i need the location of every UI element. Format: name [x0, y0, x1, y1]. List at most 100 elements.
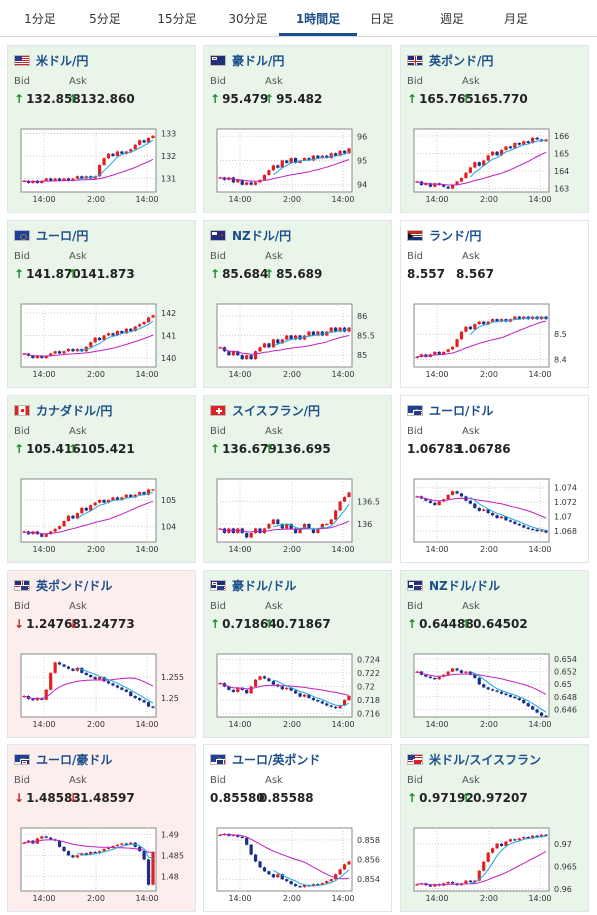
rate-card[interactable]: ユーロ/円 Bid Ask ↑ 141.870 ↑ 141.873 14:00 2:00 14:0…: [7, 220, 196, 388]
x-tick-label: 14:00: [135, 894, 158, 903]
mini-chart[interactable]: 14:00 2:00 14:00 1.49 1.485 1.48: [16, 825, 189, 909]
ask-label: Ask: [462, 76, 480, 87]
x-tick-label: 14:00: [228, 720, 251, 729]
rate-card[interactable]: ランド/円 Bid Ask 8.557 8.567 14:00 2:00 14:00 8.5 8.…: [400, 220, 589, 388]
plot-area: [20, 827, 157, 892]
pair-name[interactable]: NZドル/ドル: [429, 578, 501, 593]
rate-card[interactable]: 豪ドル/円 Bid Ask ↑ 95.479 ↑ 95.482 14:00 2:00 14:00 9…: [203, 45, 392, 213]
pair-header[interactable]: 豪ドル/円: [210, 52, 284, 68]
rate-card[interactable]: 英ポンド/円 Bid Ask ↑ 165.765 ↑ 165.770 14:00 2:00 14:…: [400, 45, 589, 213]
tab-7[interactable]: 週足: [439, 12, 464, 26]
pair-name[interactable]: ランド/円: [429, 228, 482, 243]
rate-card[interactable]: スイスフラン/円 Bid Ask ↑ 136.679 ↑ 136.695 14:00 2:00 1…: [203, 395, 392, 563]
candle: [415, 884, 419, 886]
mini-chart[interactable]: 14:00 2:00 14:00 96 95 94: [212, 126, 385, 210]
x-tick-label: 14:00: [331, 545, 354, 554]
rate-card[interactable]: 豪ドル/ドル Bid Ask ↑ 0.71864 ↑ 0.71867 14:00 2:00 14:…: [203, 570, 392, 738]
candle: [245, 689, 249, 694]
rate-card[interactable]: 米ドル/スイスフラン Bid Ask ↑ 0.97192 ↑ 0.97207 14:00 2:0…: [400, 744, 589, 912]
rate-card[interactable]: カナダドル/円 Bid Ask ↑ 105.416 ↑ 105.421 14:00 2:00 14…: [7, 395, 196, 563]
rate-card[interactable]: ユーロ/ドル Bid Ask 1.06783 1.06786 14:00 2:00 14:00…: [400, 395, 589, 563]
pair-header[interactable]: ユーロ/ドル: [407, 402, 493, 418]
bid-value: 1.06783: [407, 442, 462, 456]
pair-name[interactable]: ユーロ/円: [36, 228, 89, 243]
candle: [146, 317, 151, 322]
mini-chart[interactable]: 14:00 2:00 14:00 166 165 164 163: [409, 126, 582, 210]
candle: [464, 326, 468, 332]
candle: [477, 870, 481, 881]
mini-chart[interactable]: 14:00 2:00 14:00 8.5 8.4: [409, 301, 582, 385]
mini-chart[interactable]: 14:00 2:00 14:00 1.074 1.072 1.07 1.068: [409, 476, 582, 560]
candle: [80, 667, 84, 673]
mini-chart[interactable]: 14:00 2:00 14:00 133 132 131: [16, 126, 189, 210]
candle: [98, 337, 102, 340]
y-tick-label: 1.072: [554, 498, 577, 507]
pair-name[interactable]: ユーロ/豪ドル: [36, 752, 113, 767]
tab-5[interactable]: 1時間足: [295, 12, 341, 26]
mini-chart[interactable]: 14:00 2:00 14:00 136.5 136: [212, 476, 385, 560]
tab-2[interactable]: 5分足: [89, 12, 121, 26]
pair-header[interactable]: ユーロ/円: [14, 227, 88, 243]
us-flag-icon: [14, 54, 30, 66]
pair-header[interactable]: スイスフラン/円: [210, 402, 320, 418]
x-tick-label: 2:00: [480, 720, 498, 729]
mini-chart[interactable]: 14:00 2:00 14:00 142 141 140: [16, 301, 189, 385]
y-tick-label: 94: [357, 181, 367, 190]
pair-name[interactable]: 米ドル/スイスフラン: [429, 752, 542, 767]
rate-card[interactable]: 米ドル/円 Bid Ask ↑ 132.858 ↑ 132.860 14:00 2:00 14:0…: [7, 45, 196, 213]
candle: [71, 855, 75, 858]
pair-header[interactable]: NZドル/円: [210, 227, 291, 243]
rate-card[interactable]: NZドル/円 Bid Ask ↑ 85.684 ↑ 85.689 14:00 2:00 14:00…: [203, 220, 392, 388]
y-tick-label: 164: [554, 167, 569, 176]
pair-header[interactable]: ランド/円: [407, 227, 481, 243]
mini-chart[interactable]: 14:00 2:00 14:00 0.654 0.652 0.65 0.648 0.646: [409, 651, 582, 735]
candle: [120, 331, 124, 334]
tab-3[interactable]: 15分足: [157, 12, 197, 26]
candle: [508, 146, 513, 149]
pair-name[interactable]: 豪ドル/ドル: [232, 578, 297, 593]
rate-card[interactable]: NZドル/ドル Bid Ask ↑ 0.64488 ↑ 0.64502 14:00 2:00 14…: [400, 570, 589, 738]
pair-name[interactable]: ユーロ/ドル: [429, 403, 494, 418]
candle: [482, 861, 486, 871]
pair-name[interactable]: 英ポンド/ドル: [36, 578, 113, 593]
bid-value: ↑ 136.679: [210, 442, 277, 456]
rate-card[interactable]: 英ポンド/ドル Bid Ask ↓ 1.24768 ↓ 1.24773 14:00 2:00 14…: [7, 570, 196, 738]
pair-header[interactable]: カナダドル/円: [14, 402, 112, 418]
pair-header[interactable]: NZドル/ドル: [407, 577, 500, 593]
mini-chart[interactable]: 14:00 2:00 14:00 0.858 0.856 0.854: [212, 825, 385, 909]
mini-chart[interactable]: 14:00 2:00 14:00 1.255 1.25: [16, 651, 189, 735]
mini-chart[interactable]: 14:00 2:00 14:00 0.97 0.965 0.96: [409, 825, 582, 909]
pair-name[interactable]: スイスフラン/円: [232, 403, 321, 418]
candle: [249, 182, 253, 185]
x-tick-label: 14:00: [135, 195, 158, 204]
candle: [342, 700, 347, 706]
mini-chart[interactable]: 14:00 2:00 14:00 86 85.5 85: [212, 301, 385, 385]
y-tick-label: 131: [161, 175, 176, 184]
bid-value: ↓ 1.24768: [14, 617, 81, 631]
pair-name[interactable]: カナダドル/円: [36, 403, 113, 418]
pair-header[interactable]: 英ポンド/円: [407, 52, 493, 68]
candle: [468, 326, 472, 330]
pair-header[interactable]: 米ドル/スイスフラン: [407, 751, 541, 767]
mini-chart[interactable]: 14:00 2:00 14:00 105 104: [16, 476, 189, 560]
moving-average-slow: [23, 500, 154, 535]
tab-1[interactable]: 1分足: [24, 12, 56, 26]
rate-card[interactable]: ユーロ/英ポンド Bid Ask 0.85580 0.85588 14:00 2:00 14:…: [203, 744, 392, 912]
x-tick-label: 2:00: [283, 894, 301, 903]
pair-name[interactable]: NZドル/円: [232, 228, 292, 243]
mini-chart[interactable]: 14:00 2:00 14:00 0.724 0.722 0.72 0.718 0.716: [212, 651, 385, 735]
pair-header[interactable]: 英ポンド/ドル: [14, 577, 112, 593]
rate-card[interactable]: ユーロ/豪ドル Bid Ask ↓ 1.48583 ↓ 1.48597 14:00 2:00 14…: [7, 744, 196, 912]
pair-name[interactable]: 英ポンド/円: [429, 53, 494, 68]
pair-header[interactable]: ユーロ/英ポンド: [210, 751, 320, 767]
tab-6[interactable]: 日足: [369, 12, 394, 26]
pair-header[interactable]: 豪ドル/ドル: [210, 577, 296, 593]
pair-header[interactable]: ユーロ/豪ドル: [14, 751, 112, 767]
pair-name[interactable]: 米ドル/円: [36, 53, 89, 68]
pair-name[interactable]: 豪ドル/円: [232, 53, 285, 68]
tab-8[interactable]: 月足: [503, 12, 528, 26]
tab-4[interactable]: 30分足: [228, 12, 268, 26]
candle: [473, 674, 477, 678]
pair-header[interactable]: 米ドル/円: [14, 52, 88, 68]
pair-name[interactable]: ユーロ/英ポンド: [232, 752, 321, 767]
